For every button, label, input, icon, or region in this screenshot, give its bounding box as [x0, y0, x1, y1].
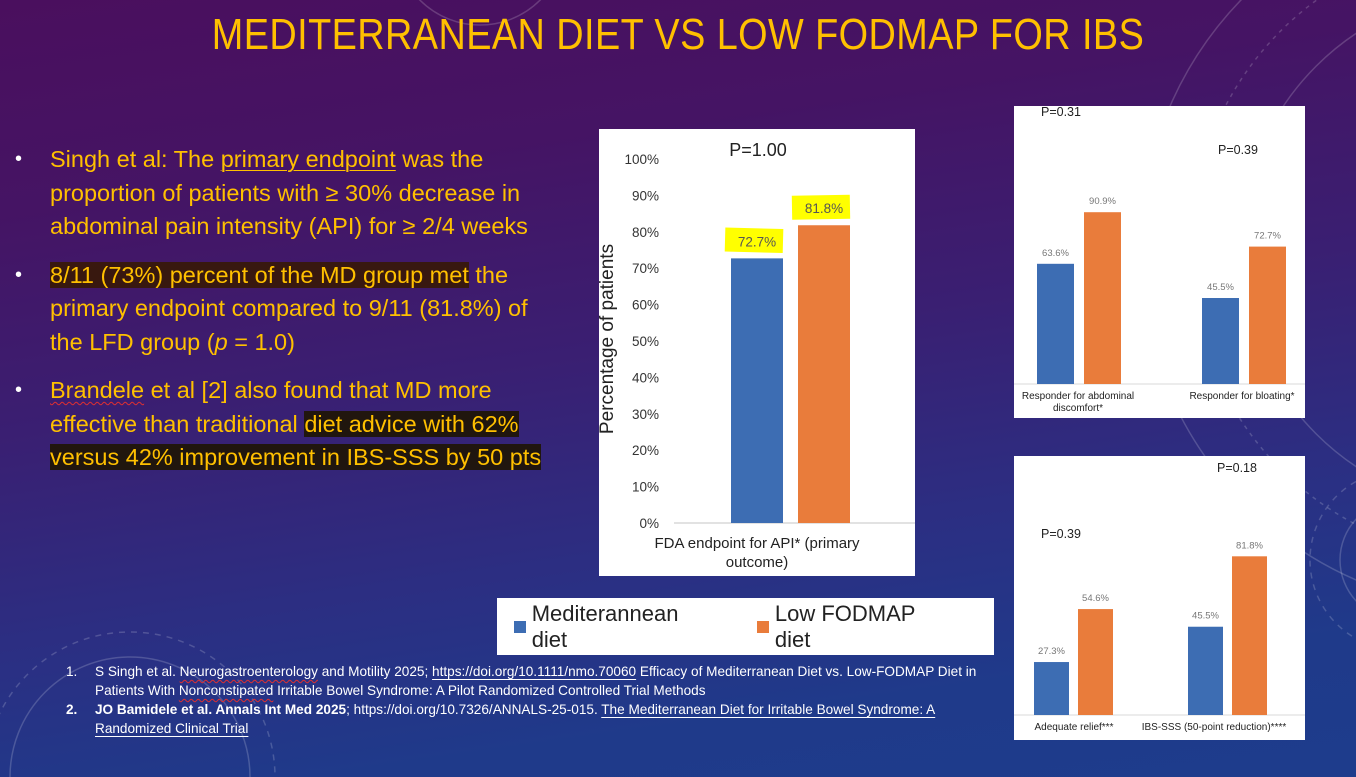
data-label-low-fodmap: 90.9% [1089, 196, 1116, 207]
x-category-label: Responder for bloating* [1189, 391, 1294, 402]
data-label-mediterranean: 72.7% [738, 234, 776, 249]
p-value-label: P=0.18 [1217, 461, 1257, 475]
text-run-plain: Singh et al: The [50, 146, 221, 172]
bullet-dot-icon: • [15, 148, 23, 170]
reference-number: 2. [66, 702, 78, 717]
text-run-plain: S Singh et al. [95, 664, 180, 679]
slide-title: MEDITERRANEAN DIET VS LOW FODMAP FOR IBS [211, 10, 1145, 59]
x-category-label: IBS-SSS (50-point reduction)**** [1142, 722, 1287, 733]
text-run-plain: = 1.0) [227, 328, 295, 355]
text-run-plain: the primary endpoint compared to 9/11 (8… [50, 261, 528, 355]
bar-low-fodmap [1232, 556, 1267, 715]
text-run-spellcheck: Brandele [50, 377, 145, 403]
data-label-mediterranean: 45.5% [1207, 282, 1234, 293]
relief-chart: 27.3% 54.6% P=0.39 Adequate relief*** 45.5% 8… [1014, 456, 1305, 740]
data-label-low-fodmap: 72.7% [1254, 231, 1281, 242]
primary-endpoint-chart: P=1.00 0% 10% 20% 30% 40% 50% 60% 70% 80% 90% 100% P… [597, 129, 915, 576]
x-category-label: Responder for abdominal [1022, 391, 1134, 402]
data-label-mediterranean: 63.6% [1042, 248, 1069, 259]
chart-legend: Mediterannean diet Low FODMAP diet [497, 598, 994, 655]
y-tick-label: 80% [632, 225, 659, 240]
reference-item: 1. S Singh et al. Neurogastroenterology a… [66, 662, 1006, 700]
y-tick-label: 60% [632, 298, 659, 313]
y-tick-label: 20% [632, 443, 659, 458]
data-label-low-fodmap: 81.8% [805, 201, 843, 216]
relief-chart-svg: 27.3% 54.6% P=0.39 Adequate relief*** 45.5% 8… [1014, 461, 1305, 733]
text-run-underline: The Mediterranean Diet for Irritable Bow… [95, 702, 936, 736]
bullet-list: • Singh et al: The primary endpoint was t… [14, 143, 544, 490]
bar-low-fodmap [1084, 212, 1121, 384]
y-tick-label: 30% [632, 407, 659, 422]
legend-label-low-fodmap: Low FODMAP diet [774, 600, 916, 652]
bullet-text: 8/11 (73%) percent of the MD group met t… [50, 259, 544, 360]
y-tick-label: 90% [632, 188, 659, 203]
p-value-label: P=0.39 [1218, 143, 1258, 157]
text-run-highlight: 8/11 (73%) percent of the MD group met [50, 261, 469, 288]
text-run-plain: Irritable Bowel Syndrome: A Pilot Random… [273, 683, 706, 698]
x-category-label: Adequate relief*** [1035, 722, 1114, 733]
bullet-item: • Singh et al: The primary endpoint was t… [14, 143, 544, 244]
legend-label-mediterranean: Mediterannean diet [531, 600, 679, 652]
bullet-item: • Brandele et al [2] also found that MD m… [14, 374, 544, 475]
data-label-low-fodmap: 81.8% [1236, 540, 1263, 551]
bar-mediterranean [1202, 298, 1239, 384]
chart-title: P=1.00 [729, 140, 787, 160]
reference-text: S Singh et al. Neurogastroenterology and… [95, 662, 1006, 700]
data-label-highlight [724, 227, 784, 254]
bullet-item: • 8/11 (73%) percent of the MD group met … [14, 259, 544, 360]
data-label-mediterranean: 45.5% [1192, 611, 1219, 622]
bullet-dot-icon: • [15, 263, 23, 286]
responder-chart: 63.6% 90.9% P=0.31 Responder for abdominal d… [1014, 105, 1305, 418]
primary-endpoint-chart-svg: P=1.00 0% 10% 20% 30% 40% 50% 60% 70% 80% 90% 100% P… [597, 140, 915, 571]
text-run-plain: ; https://doi.org/10.7326/ANNALS-25-015. [346, 702, 602, 717]
text-run-spellcheck: Nonconstipated [178, 683, 274, 698]
text-run-plain: was the proportion of patients with ≥ 30… [50, 146, 528, 239]
bullet-dot-icon: • [15, 379, 23, 401]
references: 1. S Singh et al. Neurogastroenterology a… [66, 662, 1006, 738]
y-tick-label: 50% [632, 334, 659, 349]
y-tick-label: 70% [632, 261, 659, 276]
y-tick-label: 10% [632, 480, 659, 495]
y-tick-label: 100% [624, 152, 659, 167]
reference-text: JO Bamidele et al. Annals Int Med 2025; … [95, 700, 1006, 738]
bar-low-fodmap [1078, 609, 1113, 715]
text-run-bold: JO Bamidele et al. Annals Int Med 2025 [95, 702, 347, 717]
bar-low-fodmap [798, 225, 850, 524]
legend-item-mediterranean: Mediterannean diet [514, 601, 715, 653]
legend-item-low-fodmap: Low FODMAP diet [757, 601, 952, 653]
text-run-plain: and Motility 2025; [317, 664, 433, 679]
responder-chart-svg: 63.6% 90.9% P=0.31 Responder for abdominald… [1014, 105, 1305, 414]
x-category-label: discomfort* [1053, 403, 1103, 414]
data-label-mediterranean: 27.3% [1038, 646, 1065, 657]
legend-swatch-mediterranean [514, 620, 526, 633]
y-tick-label: 40% [632, 370, 659, 385]
bar-mediterranean [731, 258, 783, 523]
data-label-low-fodmap: 54.6% [1082, 593, 1109, 604]
y-axis-label: Percentage of patients [599, 244, 618, 434]
bar-mediterranean [1188, 626, 1223, 715]
x-category-label: outcome) [726, 554, 789, 571]
text-run-plain: et al [2] also found that MD more effect… [50, 377, 492, 437]
bullet-text: Brandele et al [2] also found that MD mo… [50, 374, 544, 475]
bar-mediterranean [1037, 263, 1074, 384]
y-tick-label: 0% [639, 516, 659, 531]
text-run-underline[interactable]: https://doi.org/10.1111/nmo.70060 [432, 664, 637, 679]
bar-low-fodmap [1249, 246, 1286, 384]
text-run-spellcheck: Neurogastroenterology [179, 664, 318, 679]
reference-item: 2. JO Bamidele et al. Annals Int Med 2025… [66, 700, 1006, 738]
bar-mediterranean [1034, 662, 1069, 715]
legend-swatch-low-fodmap [757, 620, 769, 633]
text-run-plain: Efficacy of Mediterranean Diet vs. Low-F… [95, 664, 977, 698]
data-label-highlight [791, 194, 851, 220]
bullet-text: Singh et al: The primary endpoint was th… [50, 143, 544, 244]
reference-number: 1. [66, 664, 78, 679]
p-value-label: P=0.39 [1041, 527, 1081, 541]
text-run-italic: p [214, 328, 228, 355]
x-category-label: FDA endpoint for API* (primary [654, 535, 860, 552]
text-run-underline: primary endpoint [220, 146, 396, 172]
p-value-label: P=0.31 [1041, 106, 1081, 119]
